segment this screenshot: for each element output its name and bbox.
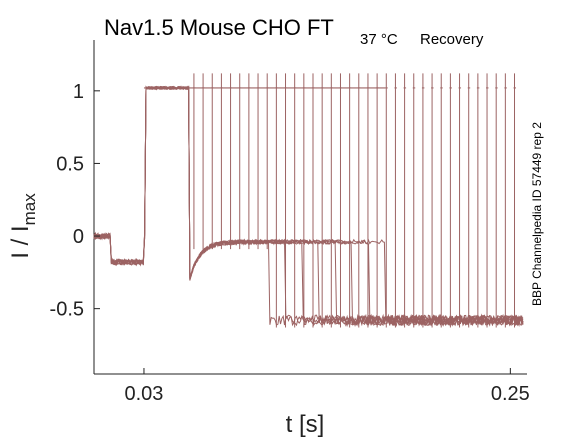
y-tick-label: 0.5 xyxy=(56,153,84,175)
y-tick-label: 1 xyxy=(73,81,84,103)
x-tick-label: 0.03 xyxy=(124,383,163,405)
series-trace xyxy=(93,85,524,328)
y-tick-label: -0.5 xyxy=(50,299,84,321)
series-trace xyxy=(93,85,524,327)
trace-group xyxy=(93,73,524,328)
y-axis-label: I / Imax xyxy=(7,193,39,259)
series-trace xyxy=(93,85,524,327)
series-trace xyxy=(93,85,524,327)
y-tick-label: 0 xyxy=(73,226,84,248)
svg-text:I / Imax: I / Imax xyxy=(7,193,39,259)
y-axis-label-base: I / I xyxy=(7,225,34,258)
x-tick-label: 0.25 xyxy=(491,383,530,405)
axis-ticks: 0.03 0.25 1 0.5 0 -0.5 xyxy=(50,81,530,405)
series-trace xyxy=(93,85,524,327)
series-trace xyxy=(93,85,524,328)
y-axis-label-sub: max xyxy=(20,193,39,226)
series-trace xyxy=(93,85,524,327)
side-label: BBP Channelpedia ID 57449 rep 2 xyxy=(530,122,544,306)
x-axis-label: t [s] xyxy=(286,411,325,438)
plot-area: 0.03 0.25 1 0.5 0 -0.5 xyxy=(50,40,530,405)
series-trace xyxy=(93,85,524,327)
chart-title: Nav1.5 Mouse CHO FT xyxy=(104,15,334,40)
chart-title-subscript: 37 °C xyxy=(360,31,398,48)
chart-title-suffix: Recovery xyxy=(420,31,484,48)
